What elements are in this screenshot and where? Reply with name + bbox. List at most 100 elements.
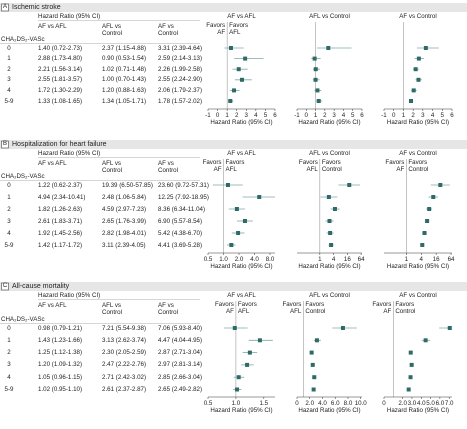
- x-tick-label: -1: [381, 111, 387, 119]
- panel-label-box: [1, 282, 9, 291]
- table-cell: 2.65 (1.76-3.99): [102, 217, 147, 225]
- point-estimate: [420, 243, 425, 247]
- column-header: AF vs Control: [158, 23, 178, 37]
- x-tick-label: 1.0: [231, 399, 241, 407]
- row-label: 5-9: [4, 97, 14, 105]
- row-label: 3: [7, 76, 11, 84]
- point-estimate: [247, 350, 252, 355]
- group-header: Hazard Ratio (95% CI): [38, 150, 101, 157]
- row-label: 1: [7, 336, 11, 344]
- favors-label: Favors AF: [214, 301, 234, 315]
- x-tick-label: 0: [391, 111, 396, 119]
- point-estimate: [422, 231, 427, 235]
- x-tick-label: 2.0: [305, 399, 315, 407]
- table-cell: 2.26 (1.99-2.58): [158, 65, 203, 73]
- point-estimate: [312, 375, 317, 380]
- row-label: 0: [7, 181, 11, 189]
- table-cell: 1.34 (1.05-1.71): [102, 97, 147, 105]
- table-cell: 2.71 (2.42-3.02): [102, 373, 147, 381]
- point-estimate: [243, 56, 248, 61]
- point-estimate: [310, 362, 315, 367]
- point-estimate: [232, 88, 237, 93]
- favors-label: Favors AFL: [237, 301, 257, 315]
- row-header: CHA₂DS₂-VASc: [1, 36, 45, 43]
- point-estimate: [332, 207, 337, 211]
- panel-title: Ischemic stroke: [12, 4, 61, 11]
- group-header: Hazard Ratio (95% CI): [38, 292, 101, 299]
- x-tick-label: 6.0: [330, 399, 340, 407]
- table-cell: 2.82 (1.98-4.01): [102, 229, 147, 237]
- x-tick-label: 3: [421, 111, 425, 119]
- row-label: 4: [7, 229, 11, 237]
- x-tick-label: 4: [430, 111, 435, 119]
- point-estimate: [326, 46, 331, 50]
- x-tick-label: 4: [341, 111, 346, 119]
- table-cell: 6.90 (5.57-8.54): [158, 217, 203, 225]
- x-tick-label: 1.5: [259, 399, 269, 407]
- x-tick-label: 2: [411, 111, 415, 119]
- panel-header-bar: [0, 282, 467, 291]
- point-estimate: [245, 362, 250, 367]
- table-cell: 4.47 (4.04-4.95): [158, 336, 203, 344]
- point-estimate: [447, 326, 452, 330]
- x-tick-label: 0: [215, 111, 220, 119]
- point-estimate: [347, 183, 352, 187]
- table-cell: 0.90 (0.53-1.54): [102, 55, 147, 63]
- favors-label: Favors AF: [206, 22, 226, 36]
- column-header: AF vs AFL: [38, 302, 67, 309]
- x-tick-label: -1: [294, 111, 300, 119]
- x-tick-label: 0: [304, 111, 309, 119]
- x-tick-label: 0: [382, 399, 386, 407]
- table-cell: 23.60 (9.72-57.31): [158, 181, 209, 189]
- favors-label: Favors Control: [395, 301, 416, 315]
- table-cell: 5.42 (4.38-6.70): [158, 229, 203, 237]
- point-estimate: [326, 195, 331, 199]
- point-estimate: [236, 231, 241, 235]
- point-estimate: [438, 183, 443, 187]
- table-cell: 0.98 (0.79-1.21): [38, 324, 83, 332]
- x-tick-label: 4: [419, 255, 423, 263]
- panel-header-bar: [0, 3, 467, 12]
- table-cell: 1.20 (0.88-1.63): [102, 86, 147, 94]
- table-cell: 2.85 (2.66-3.04): [158, 373, 203, 381]
- x-tick-label: 64: [447, 255, 455, 263]
- favors-label: Favors AF: [202, 159, 222, 173]
- x-tick-label: 2.0: [398, 399, 407, 407]
- table-cell: 2.06 (1.79-2.37): [158, 86, 203, 94]
- point-estimate: [315, 88, 320, 93]
- table-cell: 1.72 (1.30-2.29): [38, 86, 83, 94]
- plot-title: AF vs Control: [399, 13, 437, 20]
- x-tick-label: 5: [350, 111, 355, 119]
- point-estimate: [257, 195, 262, 199]
- table-cell: 3.11 (2.39-4.05): [102, 241, 146, 249]
- table-cell: 4.94 (2.34-10.41): [38, 193, 86, 201]
- x-tick-label: 2: [323, 111, 327, 119]
- row-header: CHA₂DS₂-VASc: [1, 316, 45, 323]
- column-header: AF vs Control: [158, 160, 178, 174]
- row-label: 2: [7, 65, 11, 73]
- point-estimate: [328, 231, 333, 235]
- point-estimate: [228, 99, 233, 103]
- table-cell: 2.88 (1.73-4.80): [38, 55, 83, 63]
- table-cell: 1.92 (1.45-2.56): [38, 229, 83, 237]
- x-tick-label: 10.0: [354, 399, 367, 407]
- table-cell: 1.00 (0.70-1.43): [102, 76, 147, 84]
- point-estimate: [416, 77, 421, 82]
- favors-label: Favors AF: [372, 301, 392, 315]
- table-cell: 1.33 (1.08-1.65): [38, 97, 83, 105]
- x-tick-label: 6: [360, 111, 364, 119]
- point-estimate: [313, 77, 318, 82]
- table-cell: 2.55 (2.24-2.90): [158, 76, 203, 84]
- x-tick-label: 1.0: [219, 255, 228, 263]
- plot-title: AF vs AFL: [227, 150, 256, 157]
- row-label: 1: [7, 193, 11, 201]
- point-estimate: [423, 338, 428, 343]
- point-estimate: [409, 99, 414, 103]
- point-estimate: [427, 207, 432, 211]
- point-estimate: [235, 387, 240, 392]
- table-cell: 12.25 (7.92-18.95): [158, 193, 209, 201]
- x-tick-label: 1: [318, 255, 322, 263]
- table-cell: 1.02 (0.71-1.48): [102, 65, 147, 73]
- x-tick-label: 3.0: [407, 399, 417, 407]
